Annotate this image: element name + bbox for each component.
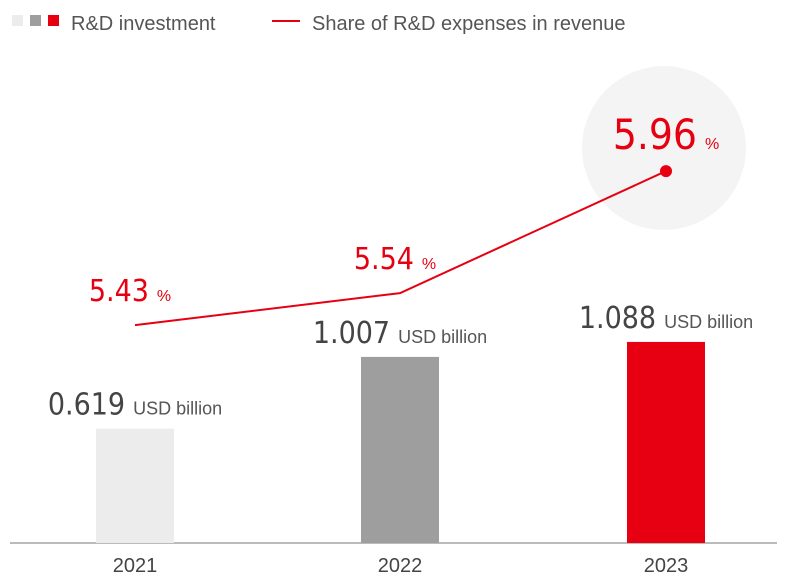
bar-value-label: 0.619 USD billion xyxy=(48,388,222,423)
bar-value-label: 1.088 USD billion xyxy=(579,301,753,336)
unit: % xyxy=(422,256,436,273)
line-value-label: 5.96% xyxy=(613,110,719,159)
x-tick-label: 2021 xyxy=(113,555,158,577)
unit: USD billion xyxy=(398,327,487,347)
unit: USD billion xyxy=(133,399,222,419)
legend-swatch xyxy=(30,15,41,26)
line-value-label: 5.54% xyxy=(354,242,436,277)
unit: % xyxy=(157,288,171,305)
legend-swatch xyxy=(48,15,59,26)
x-tick-label: 2022 xyxy=(378,555,423,577)
unit: % xyxy=(705,136,719,153)
bar-value-label: 1.007 USD billion xyxy=(313,316,487,351)
legend-label: R&D investment xyxy=(71,13,216,35)
legend-swatch xyxy=(12,15,23,26)
x-tick-label: 2023 xyxy=(644,555,689,577)
bar xyxy=(96,428,174,543)
line-value-label: 5.43% xyxy=(89,274,171,309)
highlight-circle xyxy=(582,66,746,230)
value: 5.54 xyxy=(354,242,414,277)
unit: USD billion xyxy=(664,312,753,332)
bar xyxy=(627,341,705,543)
bar xyxy=(361,356,439,543)
value: 5.43 xyxy=(89,274,149,309)
legend-label: Share of R&D expenses in revenue xyxy=(312,13,626,35)
value: 1.088 xyxy=(579,301,656,336)
value: 5.96 xyxy=(613,110,697,159)
line-point xyxy=(660,165,672,178)
line xyxy=(134,170,667,327)
value: 1.007 xyxy=(313,316,390,351)
value: 0.619 xyxy=(48,388,125,423)
